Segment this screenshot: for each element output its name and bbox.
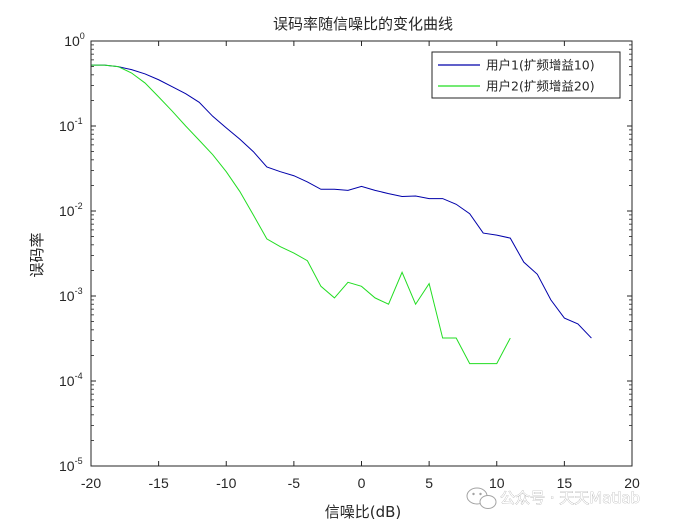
watermark-text: 公众号 · 天天Matlab xyxy=(500,489,640,507)
x-axis-label: 信噪比(dB) xyxy=(325,503,402,521)
x-tick-label: 10 xyxy=(489,475,505,491)
legend-box xyxy=(431,51,621,99)
y-tick-label: 10 xyxy=(59,288,75,304)
x-tick-label: 15 xyxy=(557,475,573,491)
y-tick-exponent: -2 xyxy=(75,201,83,211)
chart-title: 误码率随信噪比的变化曲线 xyxy=(273,15,453,33)
x-tick-label: -15 xyxy=(149,475,169,491)
y-tick-label: 10 xyxy=(64,33,80,49)
y-tick-label: 10 xyxy=(59,458,75,474)
series-line-1 xyxy=(91,64,592,339)
y-tick-exponent: -3 xyxy=(75,286,83,296)
legend-label-user1: 用户1(扩频增益10) xyxy=(486,58,595,73)
plot-area xyxy=(91,41,632,466)
legend-label-user2: 用户2(扩频增益20) xyxy=(486,79,595,94)
plot-background xyxy=(91,41,632,466)
y-tick-exponent: -4 xyxy=(75,371,83,381)
y-tick-label: 10 xyxy=(59,118,75,134)
x-tick-label: 0 xyxy=(358,475,366,491)
x-tick-label: -20 xyxy=(81,475,101,491)
y-tick-exponent: -5 xyxy=(75,456,83,466)
y-tick-exponent: 0 xyxy=(80,31,85,41)
x-tick-label: -5 xyxy=(288,475,301,491)
x-tick-label: -10 xyxy=(216,475,236,491)
series-layer xyxy=(91,64,592,365)
x-tick-label: 20 xyxy=(624,475,640,491)
y-axis-label: 误码率 xyxy=(28,232,46,277)
x-tick-label: 5 xyxy=(425,475,433,491)
series-line-2 xyxy=(91,64,511,365)
wechat-icon xyxy=(466,487,497,509)
y-tick-label: 10 xyxy=(59,203,75,219)
y-tick-label: 10 xyxy=(59,373,75,389)
legend: 用户1(扩频增益10) 用户2(扩频增益20) xyxy=(431,51,621,99)
watermark: 公众号 · 天天Matlab xyxy=(466,487,641,509)
y-tick-exponent: -1 xyxy=(75,116,83,126)
